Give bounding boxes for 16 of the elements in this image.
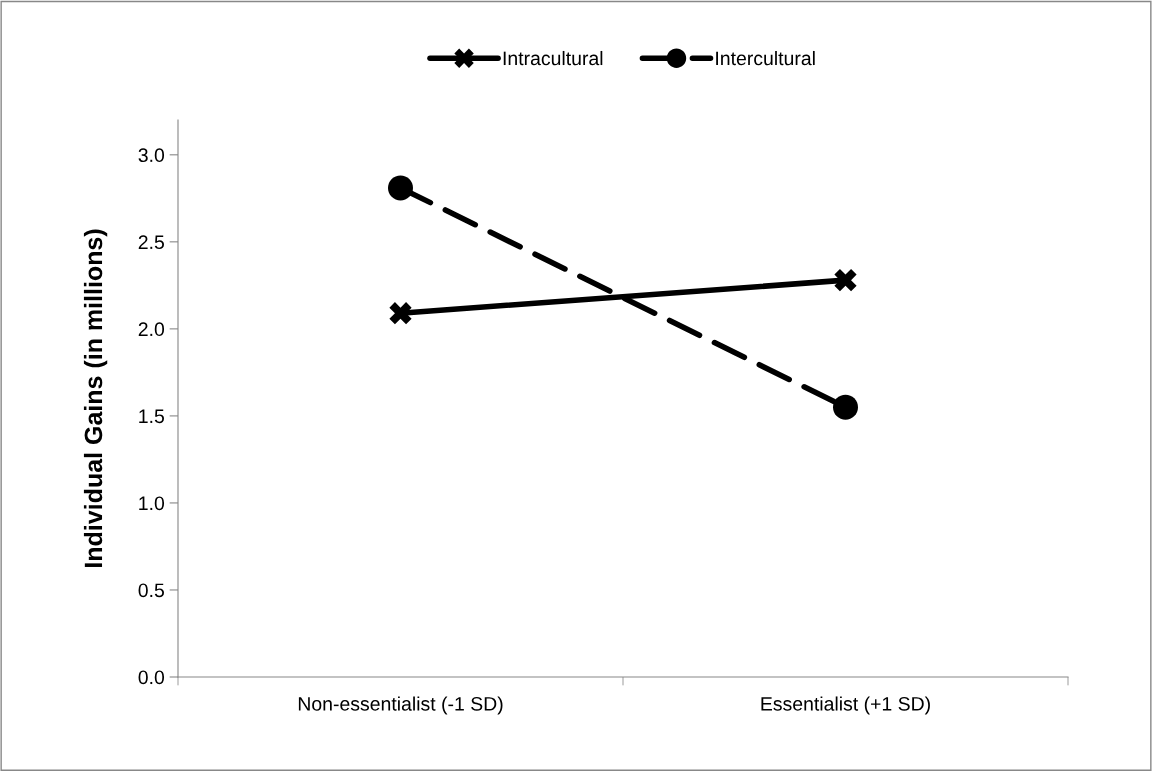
point [834, 269, 857, 292]
y-tick-label: 1.5 [139, 409, 164, 424]
y-tick-label: 2.5 [138, 235, 164, 250]
point [833, 394, 858, 420]
y-tick-label: 0.5 [138, 583, 164, 598]
x-tick-label: Non-essentialist (-1 SD) [298, 696, 503, 715]
x-tick-label: Essentialist (+1 SD) [761, 696, 930, 715]
point [388, 175, 413, 201]
y-tick-label: 0.0 [138, 670, 165, 685]
point [389, 302, 412, 325]
y-tick-label: 2.0 [138, 322, 165, 337]
y-axis-title: Individual Gains (in millions) [83, 229, 108, 567]
legend-label: Intercultural [716, 50, 815, 66]
legend-label: Intracultural [503, 50, 603, 66]
y-tick-label: 3.0 [138, 148, 165, 163]
y-tick-label: 1.0 [139, 496, 165, 511]
